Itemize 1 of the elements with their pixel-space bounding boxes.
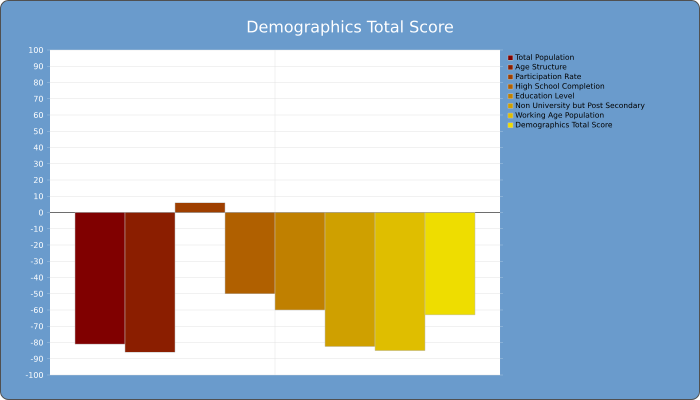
chart-title: Demographics Total Score <box>248 20 453 36</box>
